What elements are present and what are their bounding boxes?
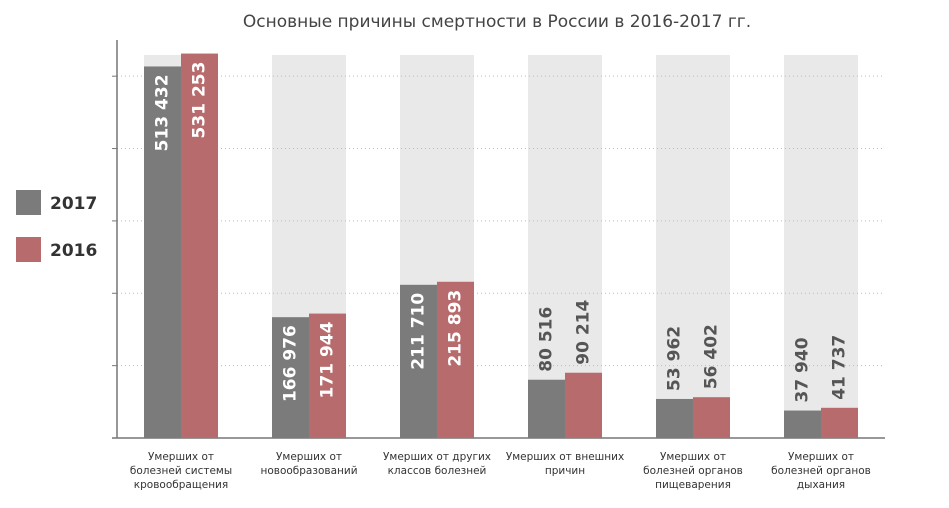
x-tick-label: Умерших от новообразований [260, 451, 358, 477]
x-tick-label: Умерших от болезней органов пищеварения [643, 451, 743, 491]
bar [309, 313, 346, 438]
value-label: 37 940 [793, 337, 813, 402]
value-label: 53 962 [665, 326, 685, 391]
legend-label: 2016 [50, 241, 97, 261]
bar [784, 410, 821, 438]
bar [144, 66, 181, 438]
value-label: 166 976 [281, 325, 301, 402]
legend-label: 2017 [50, 194, 97, 214]
value-label: 56 402 [702, 324, 722, 389]
bar [181, 53, 218, 438]
x-tick-label: Умерших от других классов болезней [383, 451, 491, 477]
bar [656, 398, 693, 438]
bar [528, 379, 565, 438]
bar [272, 317, 309, 438]
value-label: 215 893 [446, 290, 466, 367]
x-tick-label: Умерших от болезней органов дыхания [771, 451, 871, 491]
legend-swatch [16, 190, 41, 215]
background-column [656, 55, 730, 438]
background-column [784, 55, 858, 438]
x-tick-label: Умерших от болезней системы кровообращен… [129, 451, 233, 491]
value-label: 531 253 [190, 62, 210, 139]
bar [565, 372, 602, 438]
bar [821, 407, 858, 438]
value-label: 80 516 [537, 307, 557, 372]
bar [693, 397, 730, 438]
value-label: 90 214 [574, 299, 594, 364]
value-label: 41 737 [830, 335, 850, 400]
value-label: 211 710 [409, 293, 429, 370]
bar [400, 284, 437, 438]
x-tick-label: Умерших от внешних причин [505, 451, 625, 477]
chart-title: Основные причины смертности в России в 2… [243, 12, 751, 32]
value-label: 513 432 [153, 74, 173, 151]
value-label: 171 944 [318, 321, 338, 398]
bar [437, 281, 474, 438]
legend-swatch [16, 237, 41, 262]
